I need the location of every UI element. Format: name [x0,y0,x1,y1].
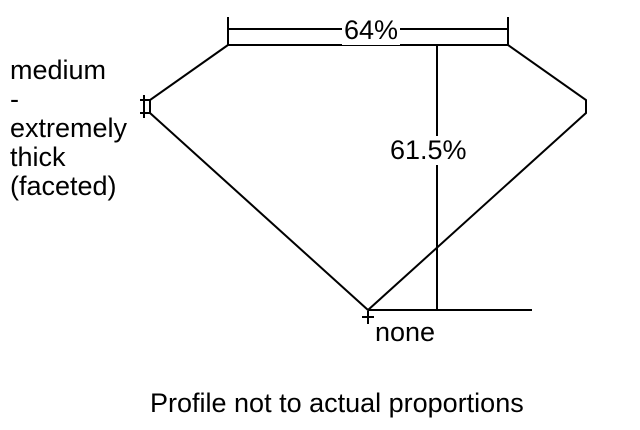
caption: Profile not to actual proportions [150,388,524,418]
depth-percent-label: 61.5% [388,135,469,165]
diamond-outline [149,44,587,312]
table-percent-label: 64% [342,15,401,45]
culet-label: none [375,317,436,347]
girdle-label: medium - extremely thick (faceted) [10,55,128,201]
